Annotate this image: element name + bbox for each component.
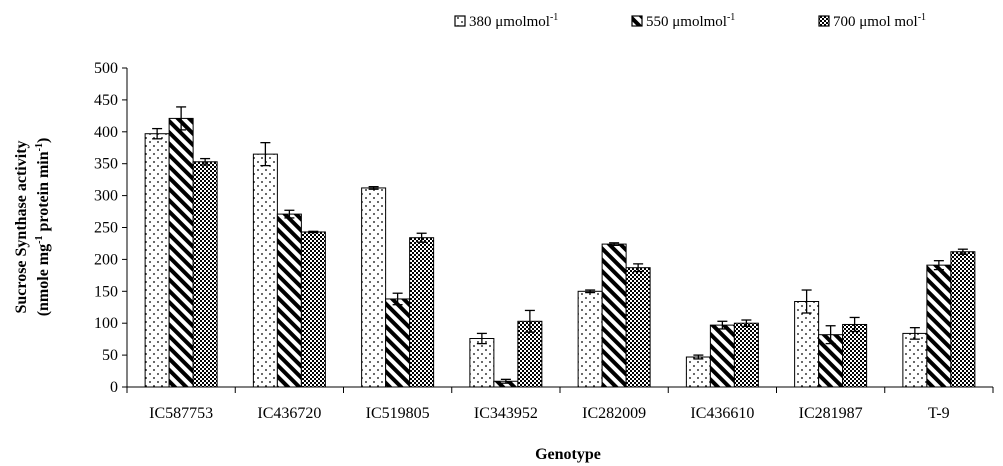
legend-swatch (819, 16, 829, 26)
bar (145, 134, 169, 387)
x-axis: IC587753 IC436720 IC519805 IC343952 IC282009… (127, 387, 993, 422)
y-axis-title-line2: (nmole mg-1 protein min-1) (34, 138, 52, 317)
bar (386, 299, 410, 387)
y-tick-label: 200 (94, 251, 118, 268)
y-tick-label: 300 (94, 188, 118, 205)
bar (253, 154, 277, 387)
y-tick-label: 500 (94, 60, 118, 77)
legend-item: 550 μmolmol-1 (632, 12, 735, 30)
bar (927, 265, 951, 387)
bar (843, 324, 867, 387)
bar (734, 323, 758, 387)
y-tick-label: 150 (94, 283, 118, 300)
x-tick-label: IC519805 (366, 405, 430, 422)
legend-label: 380 μmolmol-1 (469, 12, 558, 30)
x-tick-label: IC343952 (474, 405, 538, 422)
plot-area (145, 107, 975, 387)
bar (470, 339, 494, 387)
x-tick-label: IC436720 (257, 405, 321, 422)
x-tick-label: IC282009 (582, 405, 646, 422)
bar (193, 162, 217, 387)
x-tick-label: T-9 (928, 405, 950, 422)
bar (626, 268, 650, 387)
legend-item: 700 μmol mol-1 (819, 12, 926, 30)
bar (710, 325, 734, 387)
bar (795, 302, 819, 387)
legend-swatch (632, 16, 642, 26)
y-tick-label: 250 (94, 220, 118, 237)
legend-swatch (455, 16, 465, 26)
y-axis-title-line1: Sucrose Synthase activity (13, 140, 30, 313)
x-tick-label: IC587753 (149, 405, 213, 422)
y-tick-label: 350 (94, 156, 118, 173)
y-tick-label: 0 (110, 379, 118, 396)
legend: 380 μmolmol-1 550 μmolmol-1 700 μmol mol-1 (455, 12, 926, 30)
x-tick-label: IC281987 (799, 405, 863, 422)
legend-item: 380 μmolmol-1 (455, 12, 558, 30)
bar (951, 252, 975, 387)
bar (277, 214, 301, 387)
x-tick-label: IC436610 (690, 405, 754, 422)
bar (602, 244, 626, 387)
bar (903, 333, 927, 387)
y-axis: 0 50 100 150 200 250 300 350 400 450 500 (94, 60, 127, 396)
y-tick-label: 50 (102, 347, 118, 364)
bar (410, 238, 434, 387)
legend-label: 700 μmol mol-1 (833, 12, 926, 30)
y-tick-label: 400 (94, 124, 118, 141)
legend-label: 550 μmolmol-1 (646, 12, 735, 30)
x-axis-title: Genotype (535, 446, 601, 463)
bar (301, 232, 325, 387)
bar (686, 357, 710, 387)
bar (362, 188, 386, 387)
error-bar (308, 231, 318, 232)
y-tick-label: 450 (94, 92, 118, 109)
bar (169, 118, 193, 387)
y-tick-label: 100 (94, 315, 118, 332)
bar (578, 291, 602, 387)
